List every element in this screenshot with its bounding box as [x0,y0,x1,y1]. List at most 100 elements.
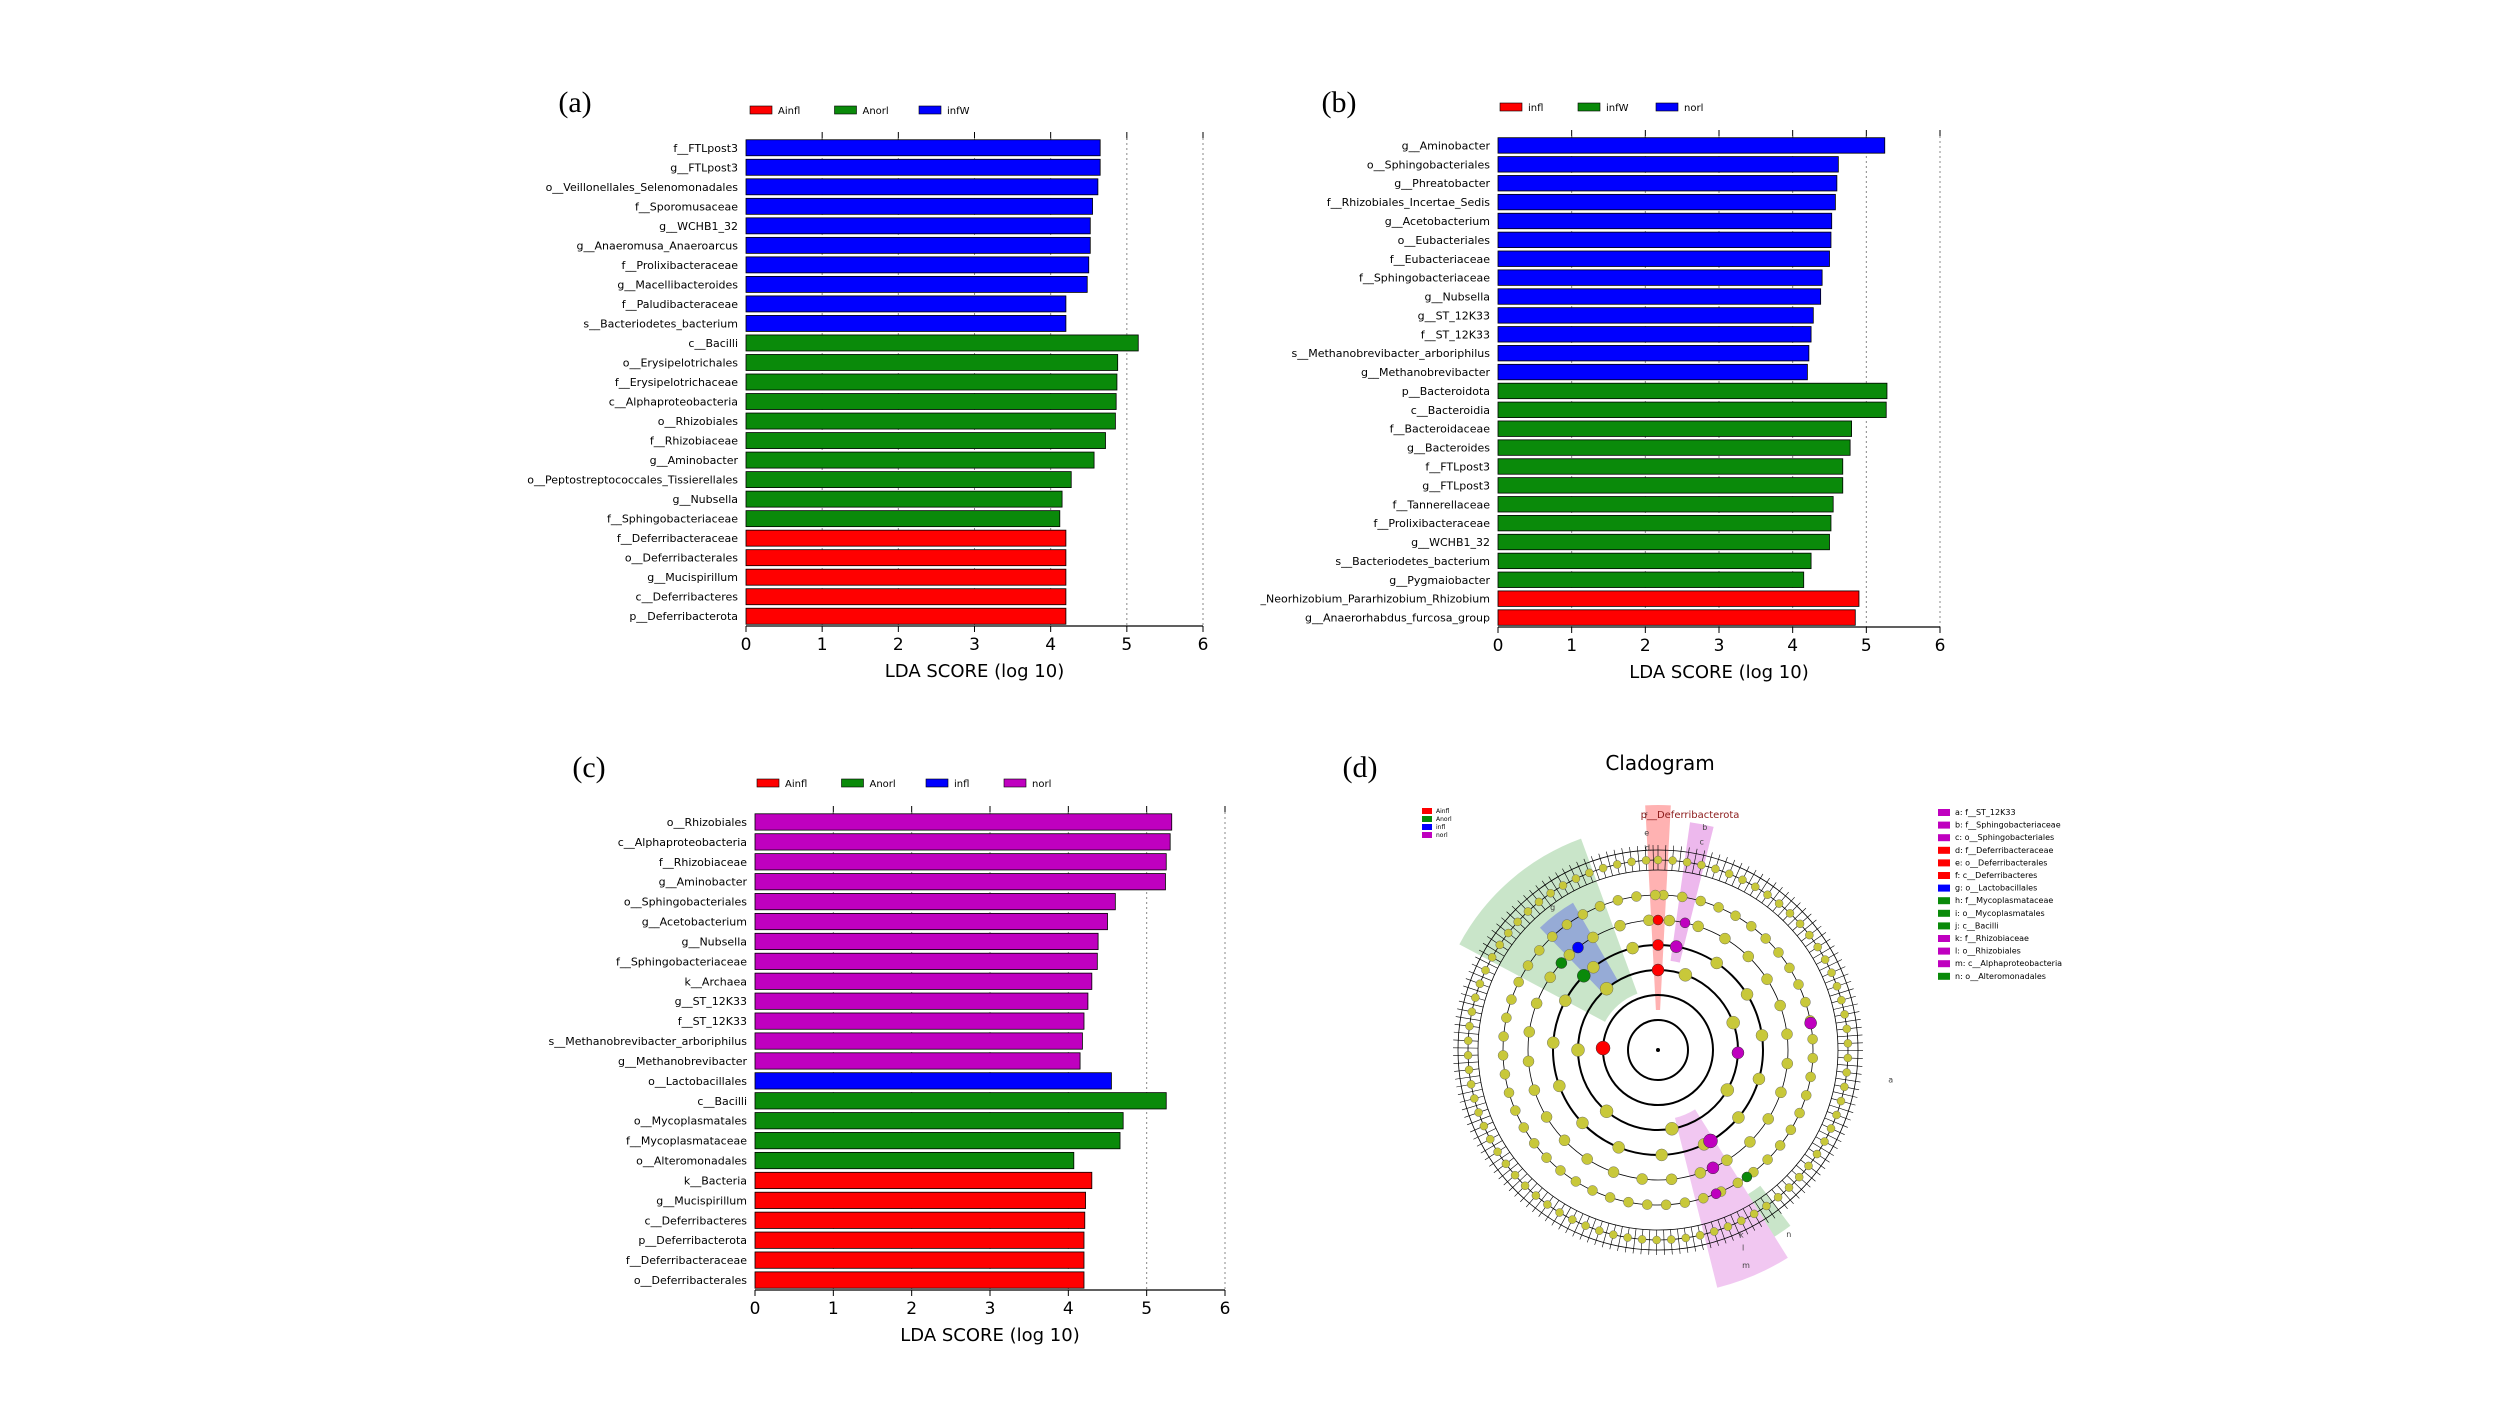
legend-swatch [749,105,773,115]
leaf-branch [1777,896,1795,917]
bar-label: c__Bacilli [697,1095,747,1108]
leaf-branch [1829,988,1854,997]
key-entry: i: o__Mycoplasmatales [1955,909,2045,918]
node [1563,949,1576,961]
bar [1497,363,1808,381]
node [1805,1071,1816,1083]
node [1837,995,1846,1005]
bar [754,992,1089,1010]
node [1577,909,1589,920]
bar-chart-1: (a) Ainfl Anorl infW f__FTLpost3 g__FTLpost3o… [527,86,1208,682]
node [1544,971,1556,984]
node [1695,895,1706,907]
panel-letter: (c) [572,751,605,784]
x-tick-label: 0 [1493,636,1504,656]
leaf-branch [1482,942,1505,957]
sector-label: n [1786,1230,1791,1239]
bar-label: s__Bacteriodetes_bacterium [1335,555,1490,568]
legend: infl infW norl [1499,102,1703,114]
biomarker-node [1651,963,1665,977]
bar [754,912,1108,931]
bar [754,1032,1083,1050]
sector-label: f [1644,811,1647,820]
bar-label: s__Methanobrevibacter_arboriphilus [1291,347,1490,360]
node [1842,1024,1852,1034]
key-swatch [1938,809,1950,816]
bar-label: g__WCHB1_32 [659,220,738,233]
node [1506,994,1517,1005]
biomarker-node [1577,969,1591,983]
biomarker-node [1595,1040,1611,1056]
node [1609,1230,1618,1239]
bar-label: g__Macellibacteroides [617,278,738,291]
x-tick-label: 0 [750,1299,761,1319]
node [1762,1201,1771,1211]
sector-label: l [1742,1244,1744,1253]
bar [754,893,1116,911]
node [1555,1208,1564,1217]
legend-entry: Ainfl [1436,808,1450,815]
node [1466,1080,1476,1089]
node [1694,1167,1707,1179]
x-tick-label: 5 [1121,635,1132,655]
node [1623,1233,1632,1242]
node [1820,1137,1829,1146]
leaf-branch [1787,907,1807,926]
x-tick-label: 4 [1045,635,1056,655]
node [1599,982,1614,996]
bar-label: o__Mycoplasmatales [634,1115,747,1128]
node [1805,930,1814,940]
leaf-branch [1632,1228,1637,1254]
bar-label: g__FTLpost3 [670,161,738,174]
key-entry: g: o__Lactobacillales [1955,884,2037,893]
node [1761,973,1773,985]
legend-swatch [1499,102,1523,112]
node [1510,1170,1520,1180]
x-axis-label: LDA SCORE (log 10) [885,661,1064,682]
node [1665,1173,1678,1185]
node [1807,1033,1818,1045]
leaf-branch [1755,877,1770,900]
node [1627,857,1636,867]
biomarker-node [1731,1046,1745,1060]
node [1481,966,1490,975]
leaf-branch [1535,885,1551,906]
node [1843,1039,1853,1048]
cladogram-key: a: f__ST_12K33 b: f__Sphingobacteriaceaec… [1938,808,2062,981]
leaf-branch [1776,1184,1794,1204]
bar [754,1072,1112,1090]
bar [1497,552,1812,570]
clade-highlight-alphaproteobacteria [1674,1109,1788,1288]
bar-label: o__Sphingobacteriales [1367,158,1490,171]
leaf-branch [1548,876,1563,898]
node [1746,921,1757,932]
node [1842,1068,1851,1077]
bar [745,295,1067,313]
x-tick-label: 4 [1063,1299,1074,1319]
node [1604,1192,1616,1203]
leaf-branch [1511,905,1531,924]
bar [754,1251,1085,1269]
x-tick-label: 6 [1198,635,1209,655]
leaf-branch [1692,848,1698,874]
bar [1497,156,1839,173]
node [1547,1036,1560,1049]
bar [1497,175,1838,192]
node [1495,940,1504,950]
node [1665,1122,1679,1136]
node [1726,1015,1740,1030]
leaf-branch [1468,970,1492,982]
legend-entry: norl [1684,103,1703,114]
node [1667,1235,1676,1244]
bar-chart-3: (c) Ainfl Anorl infl norl o__Rhizobiales c__Al… [548,751,1230,1346]
biomarker-node [1652,939,1664,951]
node [1486,1134,1495,1144]
leaf-branch [1730,1214,1742,1238]
bar-label: f__Eubacteriaceae [1390,253,1491,266]
leaf-branch [1590,856,1600,880]
sector-label: k [1739,1230,1744,1239]
node [1724,869,1734,879]
legend-swatch [756,778,780,788]
node [1679,1197,1691,1208]
